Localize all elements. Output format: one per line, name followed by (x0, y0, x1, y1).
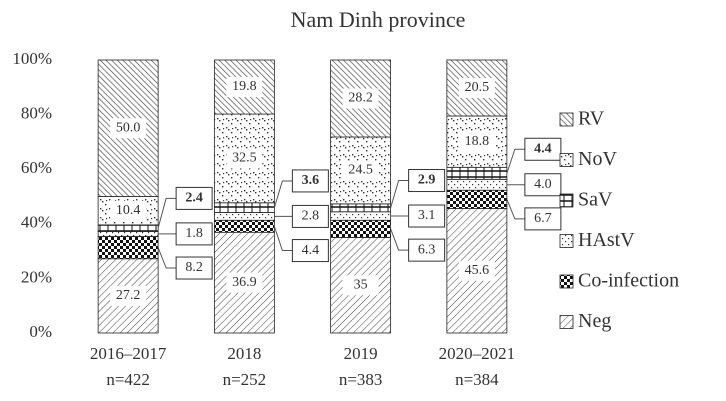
legend-label: Co-infection (578, 270, 679, 292)
y-tick-label: 40% (21, 213, 52, 232)
bar-segment (330, 219, 392, 238)
value-label: 24.5 (348, 163, 373, 178)
value-label: 19.8 (232, 79, 257, 94)
label-bg (458, 260, 495, 281)
value-label: 8.2 (185, 260, 203, 275)
label-bg (110, 200, 147, 221)
value-label: 4.0 (534, 177, 552, 192)
legend-swatch (559, 153, 574, 167)
legend-label: RV (578, 108, 605, 130)
value-label: 2.9 (418, 173, 436, 188)
label-box (175, 186, 213, 210)
legend-swatch (559, 234, 574, 248)
value-label: 18.8 (465, 134, 490, 149)
y-tick-label: 20% (21, 267, 52, 286)
value-label: 20.5 (465, 80, 490, 95)
bar-segment (446, 208, 508, 334)
value-label: 3.1 (418, 208, 436, 223)
value-label: 32.5 (232, 151, 257, 166)
legend-label: HAstV (578, 229, 635, 251)
y-tick-label: 80% (21, 104, 52, 123)
leader-line (506, 199, 525, 220)
sample-size-label: n=252 (223, 370, 267, 389)
value-label: 27.2 (116, 288, 141, 303)
chart-title: Nam Dinh province (291, 7, 466, 32)
value-label: 4.4 (302, 243, 320, 258)
leader-line (157, 197, 177, 229)
y-tick-label: 0% (29, 322, 52, 341)
leader-line (390, 228, 409, 251)
x-tick-label: 2018 (227, 344, 261, 363)
value-label: 28.2 (348, 91, 373, 106)
label-bg (110, 118, 147, 139)
bar-segment (213, 202, 275, 214)
value-label: 2.4 (185, 191, 203, 206)
legend-swatch (559, 112, 574, 127)
value-label: 6.3 (418, 242, 436, 257)
bar-segment (446, 178, 508, 191)
leader-line (390, 180, 409, 208)
label-bg (226, 148, 263, 169)
label-box (291, 169, 329, 193)
sample-size-label: n=422 (106, 370, 150, 389)
bar-segment (446, 166, 508, 180)
leader-line (273, 180, 293, 208)
bar-segment (330, 203, 392, 213)
bar-segment (97, 231, 159, 237)
bar-segment (97, 235, 159, 260)
leader-line (506, 148, 525, 174)
y-tick-label: 60% (21, 158, 52, 177)
bar-segment (213, 212, 275, 221)
value-label: 36.9 (232, 275, 257, 290)
label-box (291, 204, 329, 228)
value-label: 4.4 (534, 141, 552, 156)
legend-swatch (559, 315, 574, 329)
label-bg (110, 285, 147, 306)
label-bg (342, 88, 379, 109)
legend-swatch (559, 193, 574, 208)
legend-label: Neg (578, 310, 611, 332)
value-label: 10.4 (116, 203, 141, 218)
label-box (175, 222, 213, 246)
value-label: 6.7 (534, 211, 552, 226)
x-tick-label: 2019 (344, 344, 378, 363)
x-tick-label: 2020–2021 (439, 344, 516, 363)
label-box (291, 239, 329, 263)
label-bg (342, 160, 379, 181)
label-bg (458, 131, 495, 152)
bar-segment (330, 211, 392, 221)
x-tick-label: 2016–2017 (90, 344, 167, 363)
label-box (408, 238, 446, 262)
label-box (408, 169, 446, 193)
value-label: 45.6 (465, 263, 490, 278)
value-label: 1.8 (185, 226, 203, 241)
legend-label: SaV (578, 189, 613, 211)
y-tick-label: 100% (12, 49, 52, 68)
bar-segment (97, 224, 159, 232)
label-bg (226, 272, 263, 293)
label-bg (226, 77, 263, 98)
label-box (408, 204, 446, 228)
legend-label: NoV (578, 148, 617, 170)
label-box (175, 256, 213, 280)
bar-segment (213, 219, 275, 233)
sample-size-label: n=384 (455, 370, 499, 389)
value-label: 3.6 (302, 173, 320, 188)
bar-segment (446, 189, 508, 209)
label-box (524, 173, 562, 197)
label-box (524, 207, 562, 231)
leader-line (157, 247, 177, 269)
value-label: 35 (354, 277, 368, 292)
label-bg (458, 77, 495, 98)
legend-swatch (559, 274, 574, 289)
leader-line (273, 226, 293, 252)
label-bg (342, 275, 379, 296)
value-label: 2.8 (302, 209, 320, 224)
sample-size-label: n=383 (339, 370, 383, 389)
value-label: 50.0 (116, 120, 141, 135)
label-box (524, 137, 562, 161)
